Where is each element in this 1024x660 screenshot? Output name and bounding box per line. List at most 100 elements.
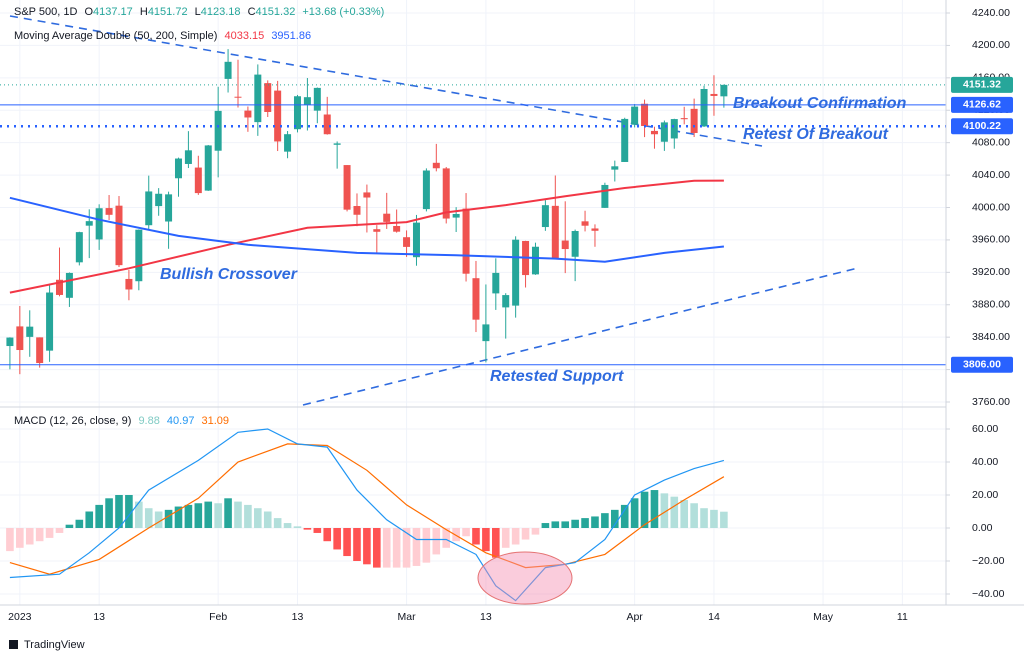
- candle-body: [670, 119, 678, 139]
- histogram-bar: [303, 528, 312, 530]
- watermark: TradingView: [24, 639, 85, 651]
- x-tick-label: 13: [480, 611, 492, 623]
- histogram-bar: [55, 528, 64, 533]
- histogram-bar: [611, 509, 619, 528]
- candle-body: [502, 295, 510, 308]
- histogram-bar: [492, 528, 500, 558]
- macd-line: [9, 428, 725, 602]
- histogram-bar: [45, 528, 54, 538]
- histogram-bar: [442, 528, 451, 548]
- y-tick-label: 3960.00: [972, 234, 1010, 246]
- histogram-bar: [581, 518, 589, 528]
- histogram-bar: [313, 528, 322, 533]
- candle-body: [194, 167, 202, 194]
- candle-body: [561, 240, 569, 250]
- histogram-bar: [392, 528, 401, 568]
- candle-body: [204, 145, 212, 191]
- histogram-bar: [670, 496, 679, 528]
- candle-body: [184, 150, 192, 164]
- y-tick-label: 0.00: [972, 522, 993, 534]
- annotation: Retested Support: [490, 368, 624, 385]
- candle-body: [293, 96, 301, 130]
- candle-body: [462, 208, 470, 274]
- histogram-bar: [254, 508, 262, 528]
- candle-body: [472, 278, 480, 320]
- histogram-bar: [353, 528, 361, 561]
- x-tick-label: 11: [897, 611, 908, 623]
- histogram-bar: [184, 504, 193, 528]
- histogram-bar: [85, 511, 94, 528]
- candle-body: [155, 193, 163, 207]
- histogram-bar: [224, 498, 232, 528]
- histogram-bar: [541, 523, 550, 528]
- candle-body: [65, 272, 73, 298]
- histogram-bar: [214, 503, 222, 528]
- histogram-bar: [323, 528, 332, 542]
- histogram-bar: [561, 521, 570, 528]
- histogram-bar: [660, 493, 669, 528]
- price-badge: [951, 96, 1013, 113]
- candle-body: [720, 84, 728, 97]
- candle-body: [303, 97, 311, 105]
- annotation: Bullish Crossover: [160, 266, 298, 283]
- candle-body: [214, 110, 222, 151]
- histogram-bar: [204, 501, 213, 528]
- candle-body: [631, 106, 639, 125]
- candle-body: [313, 87, 321, 111]
- macd-value: 9.88: [138, 415, 159, 427]
- histogram-bar: [16, 528, 24, 548]
- candle-body: [393, 225, 401, 232]
- candle-body: [165, 194, 173, 222]
- candle-body: [323, 114, 331, 135]
- y-tick-label: −40.00: [972, 588, 1005, 600]
- candle-body: [174, 158, 182, 179]
- candle-body: [26, 326, 34, 337]
- y-tick-label: 60.00: [972, 423, 998, 435]
- price-badge-label: 4126.62: [963, 99, 1001, 111]
- histogram-bar: [482, 528, 490, 552]
- logo-mark: [9, 640, 18, 649]
- price-badge-label: 4100.22: [963, 120, 1001, 132]
- candle-body: [105, 208, 113, 215]
- y-tick-label: 4240.00: [972, 7, 1010, 19]
- candle-body: [36, 337, 44, 364]
- signal-line: [9, 443, 725, 575]
- y-tick-label: 4080.00: [972, 136, 1010, 148]
- candle-body: [422, 170, 430, 210]
- macd-title: MACD (12, 26, close, 9): [14, 415, 131, 427]
- annotation: Retest Of Breakout: [743, 126, 889, 143]
- candle-body: [650, 130, 658, 135]
- histogram-bar: [174, 506, 183, 528]
- symbol: S&P 500, 1D: [14, 6, 77, 18]
- histogram-bar: [95, 504, 103, 528]
- candle-body: [492, 272, 500, 294]
- histogram-bar: [75, 519, 84, 528]
- histogram-bar: [65, 524, 74, 528]
- histogram-bar: [343, 528, 351, 557]
- ma-value: 3951.86: [271, 30, 311, 42]
- histogram-bar: [382, 528, 391, 568]
- histogram-bar: [591, 516, 599, 528]
- moving-average: [9, 196, 725, 263]
- histogram-bar: [531, 528, 540, 535]
- candle-body: [710, 93, 718, 96]
- histogram-bar: [6, 528, 14, 552]
- histogram-bar: [690, 503, 698, 528]
- candle-body: [95, 208, 103, 240]
- histogram-bar: [263, 511, 272, 528]
- histogram-bar: [154, 511, 163, 528]
- ohlc-name: C: [248, 6, 256, 18]
- candle-body: [680, 118, 688, 120]
- candle-body: [403, 237, 411, 247]
- candle-body: [581, 221, 589, 226]
- candle-body: [452, 213, 460, 218]
- histogram-bar: [640, 491, 649, 528]
- price-badge: [951, 356, 1013, 373]
- grid: [0, 0, 946, 605]
- histogram-bar: [164, 509, 173, 528]
- histogram-bar: [333, 528, 341, 550]
- histogram-bar: [402, 528, 411, 568]
- histogram-bar: [283, 523, 292, 528]
- ma-value: 4033.15: [224, 30, 264, 42]
- histogram-bar: [432, 528, 441, 555]
